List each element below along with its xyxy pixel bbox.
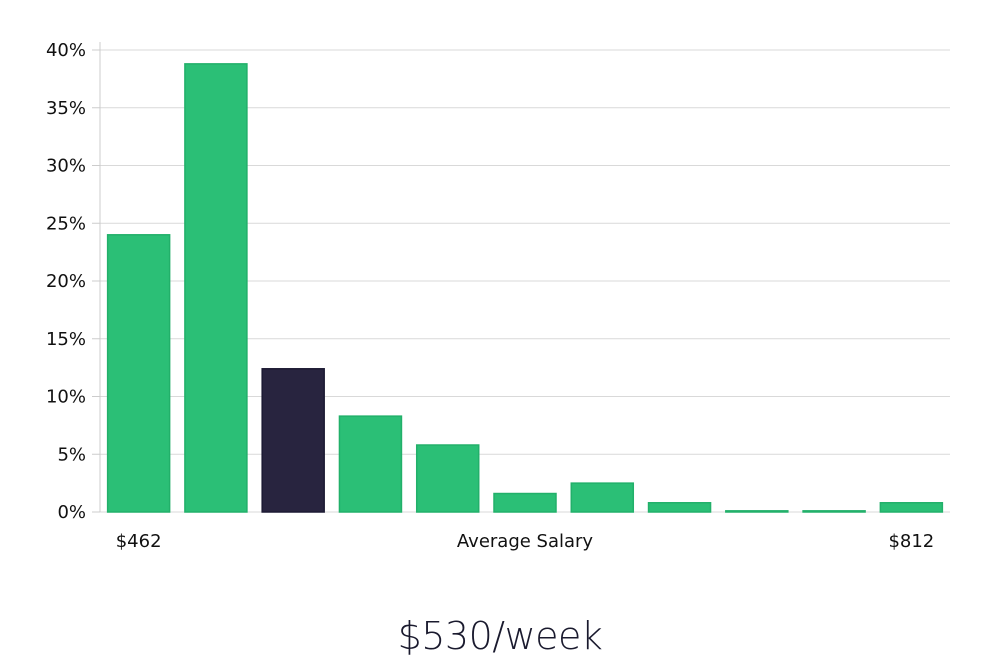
y-tick-label: 25% bbox=[46, 213, 86, 234]
bar bbox=[802, 510, 866, 513]
salary-histogram: 0% 5% 10% 15% 20% 25% 30% 35% 40% $462 Average S… bbox=[46, 40, 950, 552]
highlighted-bar bbox=[261, 368, 325, 513]
bar bbox=[106, 234, 171, 513]
y-tick-label: 5% bbox=[57, 444, 86, 465]
x-max-label: $812 bbox=[888, 531, 934, 552]
y-axis-ticks: 0% 5% 10% 15% 20% 25% 30% 35% 40% bbox=[46, 40, 100, 523]
y-tick-label: 35% bbox=[46, 98, 86, 119]
y-tick-label: 0% bbox=[57, 502, 86, 523]
bar bbox=[647, 502, 712, 513]
y-tick-label: 30% bbox=[46, 156, 86, 177]
bar bbox=[570, 482, 635, 513]
bar bbox=[879, 502, 944, 513]
y-tick-label: 20% bbox=[46, 271, 86, 292]
bar bbox=[184, 63, 248, 513]
y-tick-label: 15% bbox=[46, 329, 86, 350]
average-salary-headline: $530/week bbox=[397, 614, 603, 658]
x-min-label: $462 bbox=[116, 531, 162, 552]
y-tick-label: 10% bbox=[46, 387, 86, 408]
bar bbox=[493, 492, 557, 513]
bars bbox=[106, 63, 944, 513]
bar bbox=[415, 444, 480, 513]
bar bbox=[725, 510, 789, 513]
x-axis-label: Average Salary bbox=[457, 531, 594, 552]
y-tick-label: 40% bbox=[46, 40, 86, 61]
bar bbox=[338, 415, 403, 513]
